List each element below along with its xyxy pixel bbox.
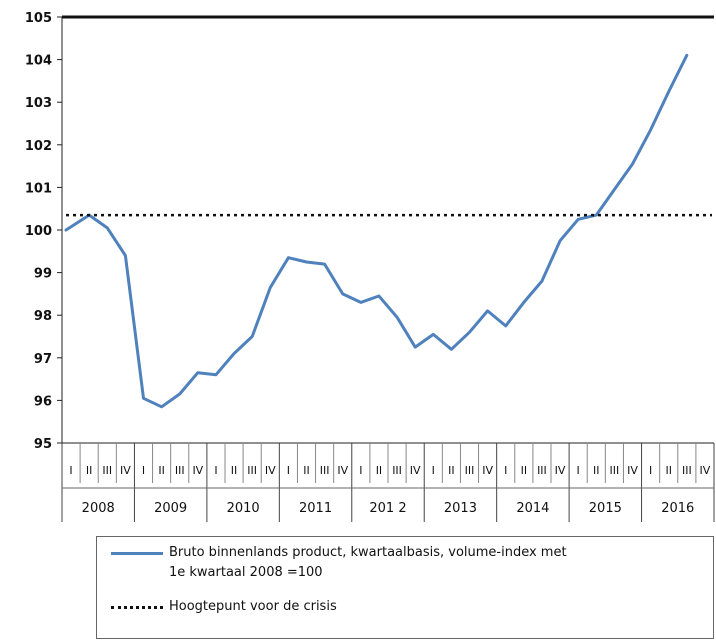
quarter-label: IV — [700, 464, 711, 477]
quarter-label: III — [465, 464, 475, 477]
y-tick-label: 98 — [34, 309, 52, 324]
quarter-label: IV — [120, 464, 131, 477]
legend-item-gdp: Bruto binnenlands product, kwartaalbasis… — [111, 543, 689, 583]
gdp-series-line — [64, 53, 689, 409]
quarter-label: II — [448, 464, 455, 477]
chart-series — [64, 53, 712, 409]
y-tick-label: 100 — [25, 224, 52, 239]
chart-legend: Bruto binnenlands product, kwartaalbasis… — [96, 536, 714, 639]
quarter-label: III — [682, 464, 692, 477]
y-tick-label: 96 — [34, 394, 52, 409]
chart-axes — [61, 15, 714, 444]
quarter-label: IV — [410, 464, 421, 477]
quarter-label: III — [102, 464, 112, 477]
quarter-label: IV — [337, 464, 348, 477]
quarter-label: III — [537, 464, 547, 477]
y-tick-label: 97 — [34, 352, 52, 367]
quarter-label: I — [504, 464, 507, 477]
year-label: 2010 — [227, 501, 260, 516]
quarter-label: IV — [482, 464, 493, 477]
y-tick-label: 104 — [25, 54, 52, 69]
quarter-label: II — [376, 464, 383, 477]
legend-label-gdp: Bruto binnenlands product, kwartaalbasis… — [169, 543, 689, 583]
quarter-label: II — [665, 464, 672, 477]
legend-label-gdp-line1: Bruto binnenlands product, kwartaalbasis… — [169, 545, 567, 560]
year-label: 2016 — [661, 501, 694, 516]
y-tick-label: 102 — [25, 139, 52, 154]
quarter-label: IV — [265, 464, 276, 477]
quarter-label: II — [158, 464, 165, 477]
legend-label-peak: Hoogtepunt voor de crisis — [169, 599, 337, 614]
quarter-label: I — [214, 464, 217, 477]
quarter-label: IV — [192, 464, 203, 477]
quarter-label: I — [69, 464, 72, 477]
y-tick-label: 95 — [34, 437, 52, 452]
quarter-label: IV — [627, 464, 638, 477]
quarter-label: III — [392, 464, 402, 477]
quarter-label: IV — [555, 464, 566, 477]
y-tick-label: 101 — [25, 181, 52, 196]
quarter-label: III — [175, 464, 185, 477]
legend-swatch-peak — [111, 606, 163, 609]
legend-item-peak: Hoogtepunt voor de crisis — [111, 597, 689, 617]
quarter-label: I — [649, 464, 652, 477]
quarter-label: I — [142, 464, 145, 477]
quarter-label: III — [610, 464, 620, 477]
year-label: 2014 — [516, 501, 549, 516]
y-tick-label: 103 — [25, 96, 52, 111]
quarter-label: I — [287, 464, 290, 477]
y-tick-label: 99 — [34, 267, 52, 282]
quarter-label: II — [521, 464, 528, 477]
year-label: 2011 — [299, 501, 332, 516]
y-tick-label: 105 — [25, 11, 52, 26]
year-label: 2015 — [589, 501, 622, 516]
x-axis-categories: I II III IV I II III IV I II III IV I II III IV I II III IV… — [61, 443, 715, 522]
quarter-label: I — [359, 464, 362, 477]
quarter-label: I — [577, 464, 580, 477]
quarter-label: II — [86, 464, 93, 477]
quarter-label: III — [320, 464, 330, 477]
legend-label-gdp-line2: 1e kwartaal 2008 =100 — [169, 565, 323, 580]
y-axis-ticks: 95 96 97 98 99 100 101 102 103 104 105 — [25, 11, 62, 452]
legend-swatch-gdp — [111, 552, 163, 555]
quarter-label: III — [247, 464, 257, 477]
quarter-label: II — [231, 464, 238, 477]
quarter-label: II — [593, 464, 600, 477]
year-label: 2008 — [82, 501, 115, 516]
year-label: 2013 — [444, 501, 477, 516]
quarter-label: II — [303, 464, 310, 477]
year-label: 2009 — [154, 501, 187, 516]
year-label: 201 2 — [369, 501, 406, 516]
quarter-label: I — [432, 464, 435, 477]
